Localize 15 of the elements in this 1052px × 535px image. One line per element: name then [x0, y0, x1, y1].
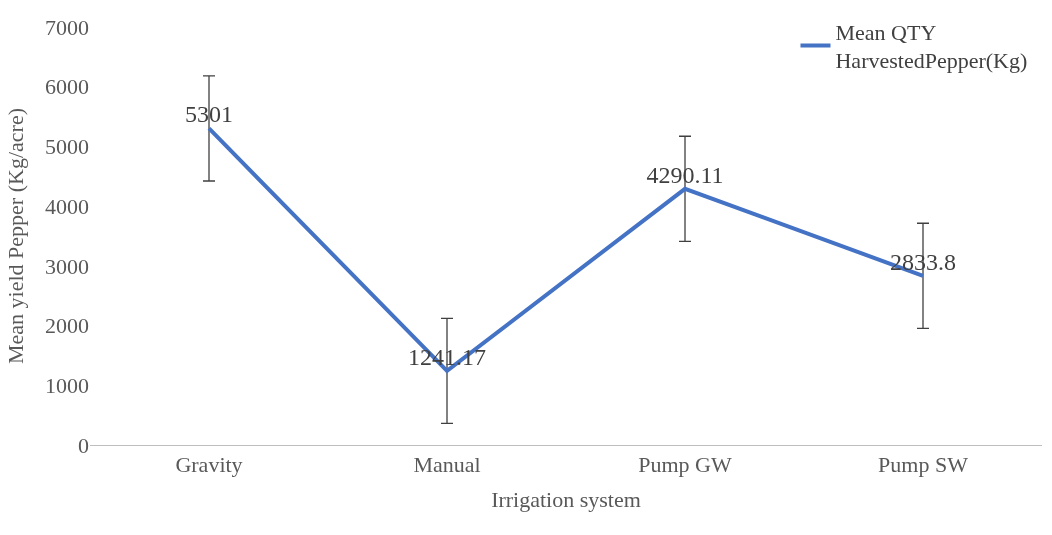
x-tick-label: Pump SW [878, 452, 969, 478]
y-tick-label: 4000 [45, 193, 89, 219]
y-tick-label: 0 [78, 432, 89, 458]
x-tick-label: Pump GW [638, 452, 732, 478]
y-tick-label: 3000 [45, 253, 89, 279]
y-tick-label: 2000 [45, 313, 89, 339]
y-tick-label: 1000 [45, 372, 89, 398]
x-tick-label: Gravity [175, 452, 243, 478]
y-tick-label: 5000 [45, 134, 89, 160]
x-tick-label: Manual [413, 452, 481, 478]
y-tick-label: 7000 [45, 14, 89, 40]
y-axis-title: Mean yield Pepper (Kg/acre) [2, 108, 28, 364]
legend-label: Mean QTY HarvestedPepper(Kg) [835, 19, 1028, 74]
x-axis-title: Irrigation system [491, 487, 641, 513]
y-tick-label: 6000 [45, 74, 89, 100]
